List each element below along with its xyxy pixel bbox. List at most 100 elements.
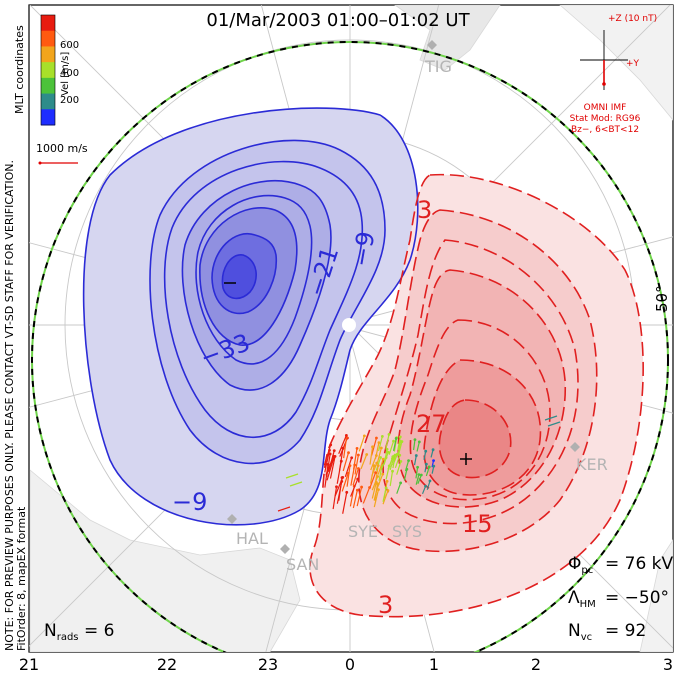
contour-labels: −9 −21 −33 −9 3 27 15 3 xyxy=(172,196,493,619)
velocity-vector xyxy=(338,448,344,471)
vector-origin xyxy=(379,456,382,459)
nrads-symbol: N xyxy=(44,621,57,641)
vector-origin xyxy=(384,486,388,490)
mlt-tick: 1 xyxy=(429,655,439,674)
vector-origin xyxy=(385,447,389,451)
velocity-vector xyxy=(371,437,378,456)
vector-origin xyxy=(341,446,345,450)
color-scale-label: Vel [m/s] xyxy=(60,52,71,96)
velocity-vector xyxy=(369,446,374,465)
mlt-tick: 3 xyxy=(663,655,673,674)
vector-origin xyxy=(344,433,348,437)
vector-origin xyxy=(431,448,435,452)
velocity-vector xyxy=(346,465,351,487)
vector-origin xyxy=(387,433,391,436)
nrads-subscript: rads xyxy=(57,632,79,643)
velocity-vector xyxy=(332,486,338,510)
color-scale-swatch xyxy=(41,109,55,126)
vector-origin xyxy=(398,453,402,457)
vector-origin xyxy=(399,481,403,485)
velocity-vector xyxy=(382,490,389,505)
vector-origin xyxy=(356,453,360,457)
station-label: KER xyxy=(576,455,608,474)
lambda-hm-subscript: HM xyxy=(580,599,596,610)
velocity-vector xyxy=(374,483,379,501)
vector-origin xyxy=(355,446,359,450)
vector-scale-label: 1000 m/s xyxy=(36,142,88,155)
contour-label: 3 xyxy=(417,196,432,224)
velocity-vector xyxy=(289,481,303,487)
velocity-vector xyxy=(392,453,398,466)
velocity-vector xyxy=(392,438,397,452)
vector-origin xyxy=(399,459,403,463)
mlt-axis: 21 22 23 0 1 2 3 xyxy=(19,655,673,674)
mlt-tick: 0 xyxy=(345,655,355,674)
velocity-vector xyxy=(416,441,420,452)
velocity-vector xyxy=(547,421,561,427)
vector-origin xyxy=(424,484,427,488)
vector-origin xyxy=(356,477,360,481)
color-scale-swatch xyxy=(41,93,55,110)
vector-origin xyxy=(377,441,381,445)
velocity-vector xyxy=(356,486,363,507)
vector-origin xyxy=(392,439,395,443)
station-markers xyxy=(227,40,580,554)
velocity-vector xyxy=(377,458,384,475)
vector-scale-arrow xyxy=(38,161,78,165)
velocity-vector xyxy=(358,435,365,452)
imf-z-label: +Z (10 nT) xyxy=(608,14,657,24)
velocity-vector xyxy=(396,461,402,475)
velocity-vector xyxy=(326,459,334,481)
nvc-subscript: vc xyxy=(581,632,592,643)
vector-origin xyxy=(398,435,402,439)
nrads-value: = 6 xyxy=(84,621,114,641)
vector-origin xyxy=(424,449,428,453)
velocity-vector xyxy=(362,487,371,504)
vector-origin xyxy=(332,449,336,453)
velocity-vector xyxy=(342,492,348,514)
velocity-vector xyxy=(397,436,401,451)
velocity-vector xyxy=(396,482,402,494)
nvc-symbol: N xyxy=(568,621,581,641)
velocity-vector xyxy=(360,454,368,470)
velocity-vector xyxy=(326,453,331,478)
svg-text:Φpc: Φpc xyxy=(568,554,593,576)
vector-origin xyxy=(353,463,357,467)
vector-origin xyxy=(365,453,369,456)
mlt-tick: 21 xyxy=(19,655,39,674)
phi-pc-subscript: pc xyxy=(581,565,593,576)
velocity-vectors xyxy=(277,415,561,514)
velocity-vector xyxy=(544,415,558,421)
velocity-vector xyxy=(415,474,420,485)
fit-order-note: FitOrder: 8, mapEX format xyxy=(15,506,28,651)
vector-origin xyxy=(385,479,389,483)
velocity-vector xyxy=(352,468,359,486)
vector-origin xyxy=(346,471,350,475)
velocity-color-scale xyxy=(40,14,56,126)
vector-origin xyxy=(424,462,428,466)
imf-y-label: +Y xyxy=(626,59,640,69)
velocity-vector xyxy=(324,450,331,473)
vector-origin xyxy=(386,489,390,492)
station-label: SYS xyxy=(392,522,422,541)
velocity-vector xyxy=(425,466,430,477)
vector-origin xyxy=(347,451,350,455)
color-scale-swatch xyxy=(41,62,55,79)
velocity-vector xyxy=(354,454,359,475)
velocity-vector xyxy=(388,440,395,455)
vector-origin xyxy=(376,482,379,486)
contour-label: 27 xyxy=(416,410,447,438)
vector-origin xyxy=(386,450,390,454)
vector-origin xyxy=(399,440,402,443)
vector-origin xyxy=(360,485,363,489)
vector-origin xyxy=(380,435,384,438)
station-label: SYE xyxy=(348,522,378,541)
velocity-vector xyxy=(376,473,384,489)
vector-origin xyxy=(362,434,366,438)
preview-note: NOTE: FOR PREVIEW PURPOSES ONLY. PLEASE … xyxy=(3,160,16,651)
mlt-tick: 23 xyxy=(258,655,278,674)
stat-condition: Bz−, 6<BT<12 xyxy=(571,125,639,135)
velocity-vector xyxy=(350,478,359,497)
vector-origin xyxy=(381,457,385,461)
imf-source: OMNI IMF xyxy=(584,103,627,113)
